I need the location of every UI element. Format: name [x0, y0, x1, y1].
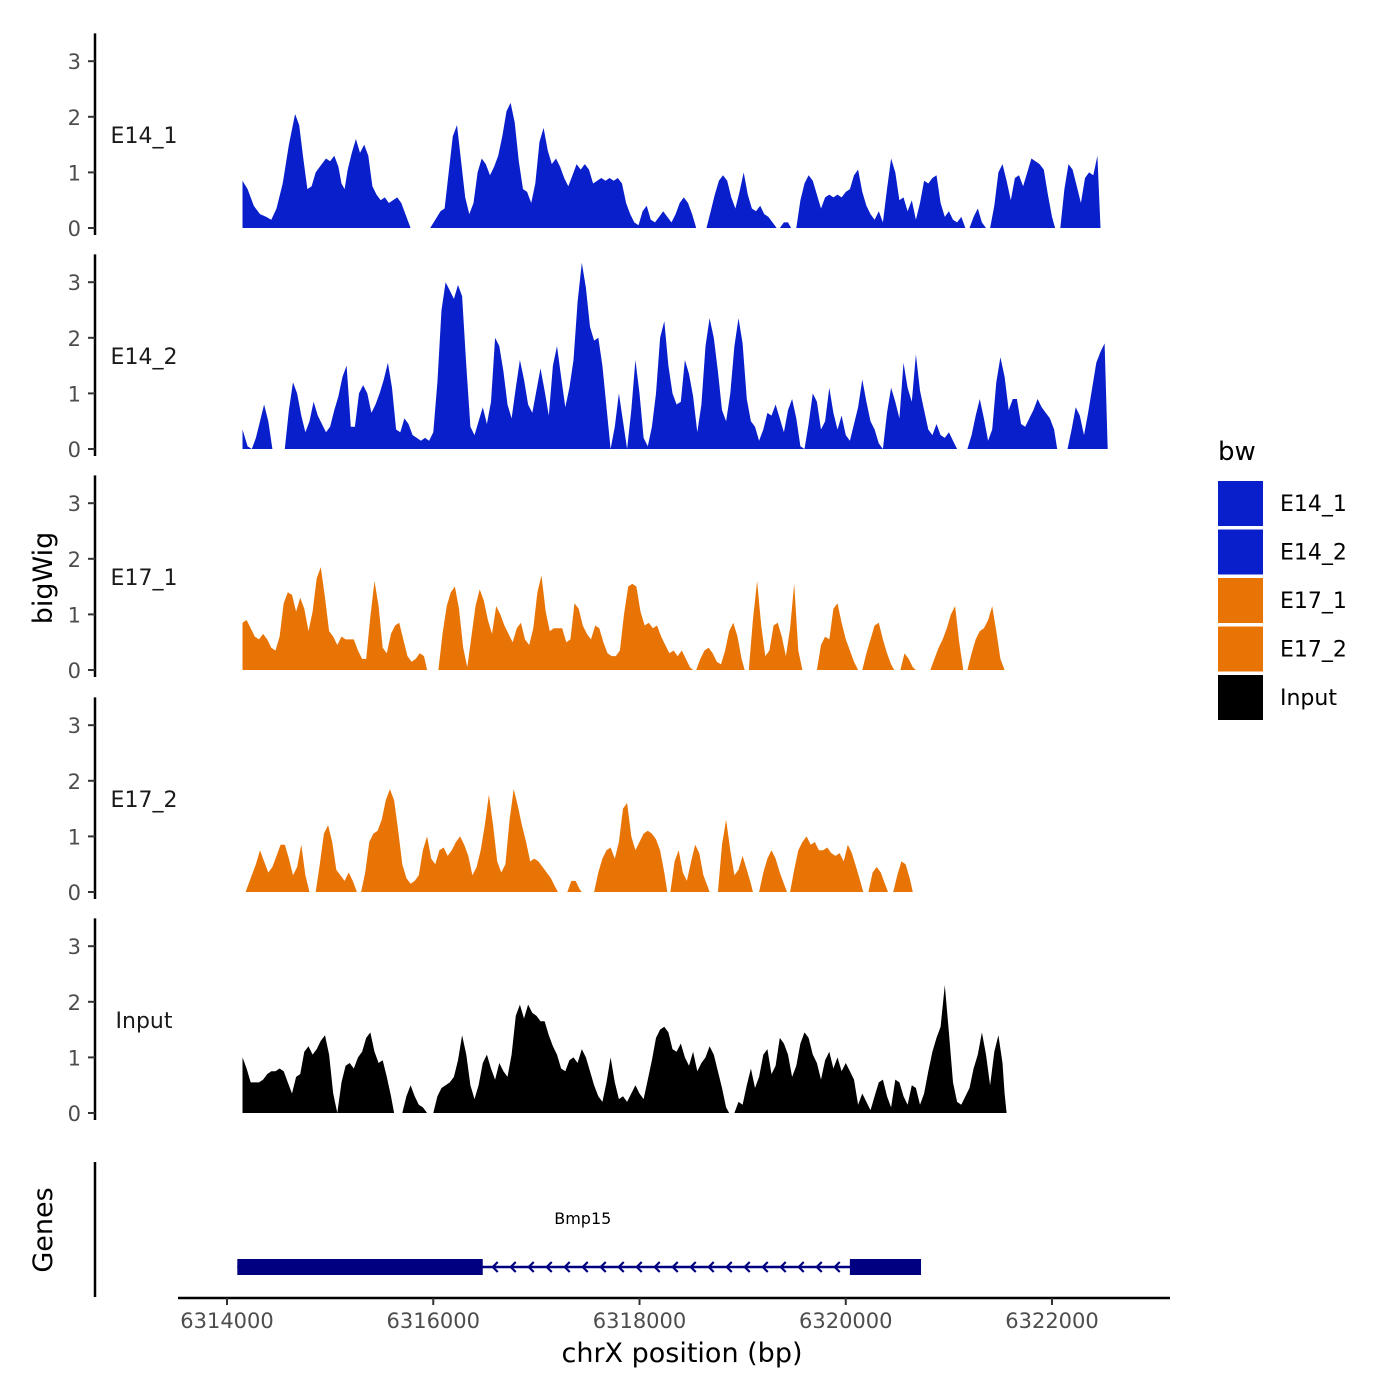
strand-arrow — [743, 1261, 751, 1273]
legend-entry-e17-1: E17_1 — [1218, 578, 1347, 623]
legend-swatch — [1218, 675, 1263, 720]
track-e14-2: 0 1 2 3 E14_2 — [68, 254, 1108, 462]
y-tick-label: 1 — [68, 603, 81, 627]
x-tick-label: 6316000 — [386, 1309, 480, 1333]
strand-arrow — [527, 1261, 535, 1273]
y-tick-label: 0 — [68, 659, 81, 683]
genes-layer: Bmp15 — [93, 1162, 922, 1297]
strand-arrow — [833, 1261, 841, 1273]
y-tick-label: 0 — [68, 1102, 81, 1126]
gene-label: Bmp15 — [554, 1209, 611, 1228]
strand-arrow — [707, 1261, 715, 1273]
x-tick-label: 6320000 — [799, 1309, 893, 1333]
legend: bw E14_1 E14_2 E17_1 E17_2 Input — [1218, 437, 1347, 720]
strand-arrow — [545, 1261, 553, 1273]
legend-title: bw — [1218, 437, 1256, 467]
legend-label: E17_1 — [1280, 589, 1347, 614]
legend-label: Input — [1280, 686, 1337, 711]
legend-entry-e14-1: E14_1 — [1218, 481, 1347, 526]
strand-arrow — [581, 1261, 589, 1273]
strand-arrow — [653, 1261, 661, 1273]
strand-arrow — [599, 1261, 607, 1273]
signal-area-e17-2 — [245, 789, 913, 892]
y-tick-label: 0 — [68, 217, 81, 241]
legend-label: E14_1 — [1280, 492, 1347, 517]
strand-arrow — [563, 1261, 571, 1273]
gene-bmp15: Bmp15 — [237, 1209, 922, 1275]
gene-exon — [849, 1259, 922, 1275]
y-tick-label: 1 — [68, 161, 81, 185]
strand-arrow — [761, 1261, 769, 1273]
y-tick-label: 3 — [68, 271, 81, 295]
legend-swatch — [1218, 481, 1263, 526]
y-tick-label: 2 — [68, 327, 81, 351]
y-tick-label: 1 — [68, 1046, 81, 1070]
strand-arrow — [491, 1261, 499, 1273]
x-axis: 6314000 6316000 6318000 6320000 6322000 — [178, 1296, 1170, 1333]
strand-arrow — [815, 1261, 823, 1273]
track-label: E14_2 — [111, 345, 178, 370]
tracks-layer: 0 1 2 3 E14_1 0 1 2 3 E14_2 0 1 2 3 E17_1 0 1 2 3 E17_2 0 1 2 3… — [68, 33, 1108, 1126]
signal-area-e14-2 — [242, 262, 1108, 449]
legend-label: E14_2 — [1280, 541, 1347, 566]
gene-exon — [237, 1259, 483, 1275]
strand-arrow — [617, 1261, 625, 1273]
y-tick-label: 0 — [68, 881, 81, 905]
strand-arrow — [689, 1261, 697, 1273]
track-e17-1: 0 1 2 3 E17_1 — [68, 475, 1005, 683]
legend-swatch — [1218, 529, 1263, 575]
y-tick-label: 1 — [68, 382, 81, 406]
y-tick-label: 2 — [68, 548, 81, 572]
y-tick-label: 2 — [68, 106, 81, 130]
genes-panel-title: Genes — [28, 1187, 59, 1272]
legend-entry-input: Input — [1218, 675, 1337, 720]
y-tick-label: 1 — [68, 825, 81, 849]
track-label: E17_2 — [111, 788, 178, 813]
track-label: E14_1 — [111, 124, 178, 149]
track-label: E17_1 — [111, 566, 178, 591]
y-tick-label: 0 — [68, 438, 81, 462]
track-label: Input — [116, 1009, 173, 1034]
x-tick-label: 6322000 — [1005, 1309, 1099, 1333]
track-e17-2: 0 1 2 3 E17_2 — [68, 697, 913, 905]
signal-area-e17-1 — [242, 567, 1005, 670]
legend-label: E17_2 — [1280, 638, 1347, 663]
x-tick-label: 6314000 — [180, 1309, 274, 1333]
y-tick-label: 3 — [68, 714, 81, 738]
y-tick-label: 3 — [68, 50, 81, 74]
strand-arrow — [725, 1261, 733, 1273]
x-tick-label: 6318000 — [593, 1309, 687, 1333]
strand-arrow — [635, 1261, 643, 1273]
strand-arrow — [779, 1261, 787, 1273]
track-input: 0 1 2 3 Input — [68, 918, 1007, 1126]
legend-swatch — [1218, 578, 1263, 623]
y-tick-label: 2 — [68, 770, 81, 794]
x-axis-title: chrX position (bp) — [561, 1338, 802, 1369]
strand-arrow — [509, 1261, 517, 1273]
strand-arrow — [671, 1261, 679, 1273]
y-tick-label: 3 — [68, 492, 81, 516]
y-tick-label: 3 — [68, 935, 81, 959]
strand-arrow — [797, 1261, 805, 1273]
legend-swatch — [1218, 626, 1263, 672]
track-e14-1: 0 1 2 3 E14_1 — [68, 33, 1101, 241]
signal-area-e14-1 — [242, 102, 1101, 228]
signal-area-input — [242, 985, 1007, 1113]
y-axis-title: bigWig — [28, 532, 59, 625]
y-tick-label: 2 — [68, 991, 81, 1015]
legend-entry-e17-2: E17_2 — [1218, 626, 1347, 672]
legend-entry-e14-2: E14_2 — [1218, 529, 1347, 575]
